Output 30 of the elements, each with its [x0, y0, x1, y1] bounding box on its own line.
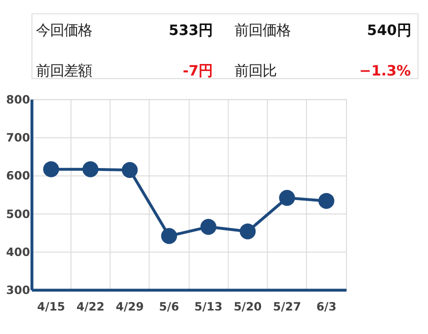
- point: [43, 161, 60, 178]
- point: [161, 228, 178, 244]
- point: [82, 161, 98, 178]
- text: −1.3%: [359, 63, 411, 80]
- x-tick-label: 4/29: [116, 299, 144, 314]
- x-tick-label: 6/3: [316, 299, 336, 314]
- y-tick-label: 400: [6, 244, 30, 259]
- point: [122, 162, 138, 178]
- text: 前回差額: [36, 63, 92, 80]
- y-tick-label: 600: [6, 168, 30, 183]
- text: 533円: [168, 23, 213, 40]
- y-tick-label: 500: [6, 206, 30, 221]
- point: [318, 192, 334, 209]
- text: 今回価格: [36, 23, 92, 40]
- text: 前回比: [234, 63, 276, 80]
- x-tick-label: 5/6: [159, 299, 180, 314]
- x-tick-label: 5/13: [194, 299, 222, 314]
- text: -7円: [182, 63, 213, 80]
- point: [200, 218, 216, 235]
- text: 540円: [367, 23, 411, 40]
- x-tick-label: 5/20: [234, 299, 262, 314]
- point: [240, 223, 256, 240]
- x-tick-label: 4/15: [37, 299, 66, 314]
- x-tick-label: 4/22: [76, 299, 104, 314]
- y-tick-label: 300: [6, 283, 30, 298]
- x-tick-label: 5/27: [273, 299, 302, 314]
- text: 前回価格: [234, 23, 290, 40]
- y-tick-label: 700: [6, 130, 30, 145]
- y-tick-label: 800: [6, 92, 30, 106]
- point: [279, 190, 296, 206]
